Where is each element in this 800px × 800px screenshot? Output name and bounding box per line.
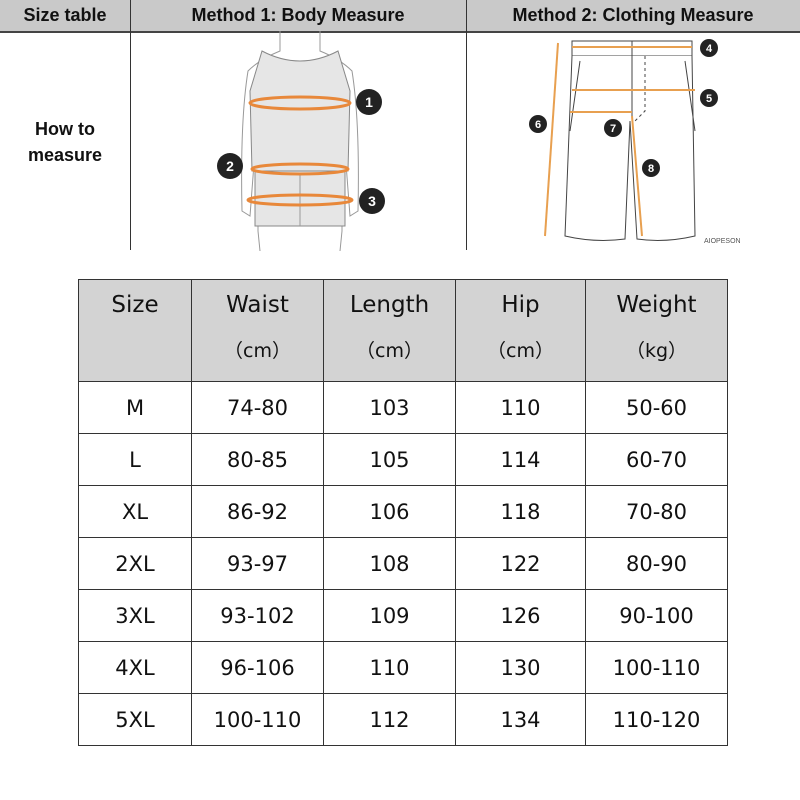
svg-text:4: 4	[706, 43, 713, 55]
table-cell: 110	[455, 381, 586, 434]
table-cell: 118	[455, 485, 586, 538]
watermark: AIOPESON	[704, 238, 741, 245]
table-cell: 70-80	[585, 485, 728, 538]
table-cell: 93-97	[191, 537, 324, 590]
table-cell: 74-80	[191, 381, 324, 434]
table-cell: 3XL	[78, 589, 192, 642]
table-cell: XL	[78, 485, 192, 538]
column-title: Length	[349, 292, 430, 318]
column-header: Length （cm）	[323, 279, 456, 382]
column-header: Waist （cm）	[191, 279, 324, 382]
table-cell: 122	[455, 537, 586, 590]
header-bar: Size table Method 1: Body Measure Method…	[0, 0, 800, 33]
marker-2-icon: 2	[217, 153, 243, 179]
svg-text:6: 6	[535, 119, 541, 131]
column-header: Weight （kg）	[585, 279, 728, 382]
table-cell: 50-60	[585, 381, 728, 434]
column-unit: （kg）	[625, 340, 688, 362]
marker-4-icon: 4	[700, 39, 718, 57]
column-title: Size	[111, 292, 159, 318]
divider	[466, 0, 467, 250]
table-cell: 90-100	[585, 589, 728, 642]
svg-text:3: 3	[368, 193, 376, 209]
column-header: Size	[78, 279, 192, 382]
column-title: Waist	[226, 292, 289, 318]
table-cell: M	[78, 381, 192, 434]
table-cell: 109	[323, 589, 456, 642]
table-cell: 2XL	[78, 537, 192, 590]
marker-5-icon: 5	[700, 89, 718, 107]
table-cell: 110	[323, 641, 456, 694]
table-cell: 80-90	[585, 537, 728, 590]
table-cell: 96-106	[191, 641, 324, 694]
header-method-2: Method 2: Clothing Measure	[512, 5, 754, 25]
table-cell: 60-70	[585, 433, 728, 486]
table-row: XL 86-92 106 118 70-80	[78, 485, 728, 538]
table-cell: 4XL	[78, 641, 192, 694]
table-cell: 106	[323, 485, 456, 538]
marker-7-icon: 7	[604, 119, 622, 137]
svg-text:5: 5	[706, 93, 712, 105]
table-header-row: Size Waist （cm） Length （cm） Hip （cm） Weight （kg）	[78, 279, 728, 382]
table-row: L 80-85 105 114 60-70	[78, 433, 728, 486]
svg-text:8: 8	[648, 163, 654, 175]
column-unit: （cm）	[224, 340, 291, 362]
table-cell: 103	[323, 381, 456, 434]
column-unit: （cm）	[356, 340, 423, 362]
table-cell: 112	[323, 693, 456, 746]
svg-text:7: 7	[610, 123, 616, 135]
column-title: Weight	[616, 292, 697, 318]
how-to-line: measure	[27, 145, 103, 165]
column-title: Hip	[501, 292, 540, 318]
table-cell: 80-85	[191, 433, 324, 486]
marker-1-icon: 1	[356, 89, 382, 115]
table-row: 2XL 93-97 108 122 80-90	[78, 537, 728, 590]
table-cell: 110-120	[585, 693, 728, 746]
svg-text:1: 1	[365, 94, 373, 110]
table-cell: L	[78, 433, 192, 486]
header-size-table: Size table	[23, 5, 107, 25]
divider	[130, 0, 131, 250]
header-method-1: Method 1: Body Measure	[191, 5, 405, 25]
table-cell: 108	[323, 537, 456, 590]
column-header: Hip （cm）	[455, 279, 586, 382]
table-cell: 86-92	[191, 485, 324, 538]
table-row: 4XL 96-106 110 130 100-110	[78, 641, 728, 694]
table-row: 5XL 100-110 112 134 110-120	[78, 693, 728, 746]
how-to-measure-label: How to measure	[0, 116, 130, 168]
table-cell: 93-102	[191, 589, 324, 642]
table-cell: 100-110	[191, 693, 324, 746]
table-row: M 74-80 103 110 50-60	[78, 381, 728, 434]
table-cell: 100-110	[585, 641, 728, 694]
how-to-line: How to	[35, 119, 95, 139]
table-cell: 114	[455, 433, 586, 486]
body-measure-illustration: 1 2 3	[217, 31, 385, 251]
marker-6-icon: 6	[529, 115, 547, 133]
table-cell: 130	[455, 641, 586, 694]
table-cell: 126	[455, 589, 586, 642]
size-table: Size Waist （cm） Length （cm） Hip （cm） Weight （kg）…	[78, 279, 728, 746]
table-cell: 134	[455, 693, 586, 746]
clothing-measure-illustration: AIOPESON 4 5 6 7 8	[529, 39, 741, 245]
table-cell: 105	[323, 433, 456, 486]
marker-3-icon: 3	[359, 188, 385, 214]
table-row: 3XL 93-102 109 126 90-100	[78, 589, 728, 642]
marker-8-icon: 8	[642, 159, 660, 177]
table-cell: 5XL	[78, 693, 192, 746]
svg-text:2: 2	[226, 158, 234, 174]
column-unit: （cm）	[487, 340, 554, 362]
